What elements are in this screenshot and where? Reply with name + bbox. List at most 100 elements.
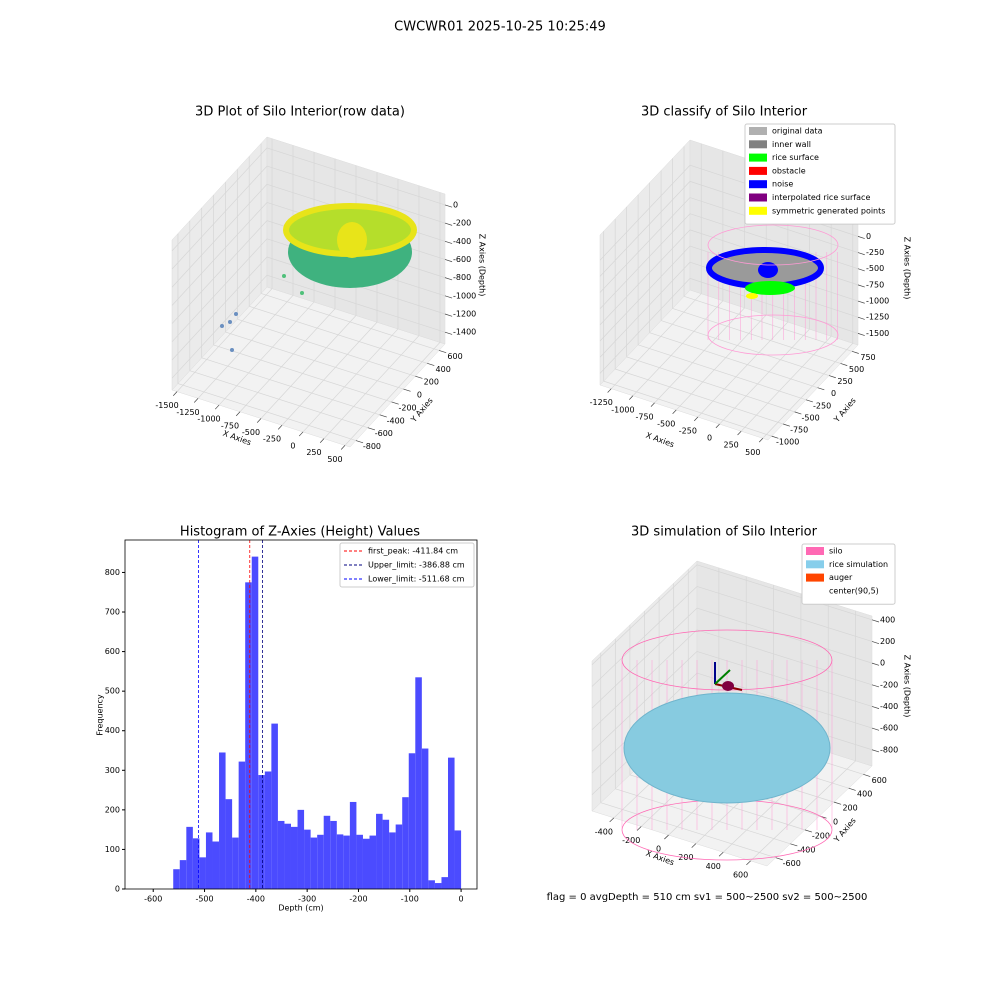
tick-mark [444,313,453,317]
tick-label: -750 [635,412,653,421]
tick-mark [319,438,325,444]
tick-mark [172,391,178,396]
grid-line [615,368,784,425]
histogram-bar [362,838,370,889]
tick-mark [783,423,790,427]
tick-label: 500 [745,448,760,457]
tick-label: -600 [880,724,898,733]
tick-label: 400 [857,790,872,799]
histogram-bar [192,838,200,889]
grid-line [171,202,268,306]
grid-line [599,197,691,293]
tick-mark [277,424,283,430]
tick-label: -750 [790,426,808,435]
tick-label: -400 [387,416,405,425]
tick-label: -500 [242,428,260,437]
grid-line [281,321,378,426]
histogram-bar [441,877,449,889]
legend-label: first_peak: -411.84 cm [368,547,458,556]
plot-frame [124,539,478,890]
grid-line [615,788,791,845]
axis-label: X Axies [645,431,676,450]
tick-mark [444,222,453,226]
tick-mark [444,331,453,335]
subplot-title: 3D Plot of Silo Interior(row data) [195,105,405,120]
grid-line [171,274,268,379]
tick-label: 750 [860,353,875,362]
histogram-bar [245,582,252,889]
tick-label: -200 [398,403,416,412]
histogram-bar [277,820,285,889]
grid-line [626,356,795,413]
tick-label: 0 [866,232,871,241]
tick-label: -800 [880,745,898,754]
tick-label: -1000 [611,405,634,414]
tick-mark [833,801,842,805]
x-tick-label: 0 [459,895,464,904]
tick-mark [427,362,435,366]
grid-line [189,370,368,429]
tick-label: -1400 [453,328,476,337]
tick-label: 200 [842,804,857,813]
axis-label: Z Axies (Depth) [903,655,912,718]
tick-mark [871,662,880,666]
legend-swatch [749,140,767,149]
legend-label: obstacle [772,166,806,175]
y-tick-label: 700 [105,608,120,617]
tick-label: 0 [290,441,295,450]
y-axis-label: Frequency [96,694,105,736]
x-tick-label: -500 [195,895,213,904]
histogram-bar [297,809,305,889]
histogram-bar [205,832,213,889]
tick-label: -250 [263,435,281,444]
tick-label: -500 [657,419,675,428]
tick-label: 600 [872,776,887,785]
tick-mark [235,411,241,417]
point-cloud [745,281,795,295]
tick-mark [746,860,751,866]
tick-mark [737,430,742,436]
tick-label: 0 [656,845,661,854]
grid-line [591,586,698,687]
point-cloud [220,324,224,328]
tick-mark [650,402,655,407]
grid-line [683,295,853,352]
grid-line [638,344,807,401]
histogram-bar [408,753,416,889]
tick-mark [871,749,880,753]
tick-mark [609,817,615,823]
tick-mark [857,236,865,239]
tick-label: 0 [707,434,712,443]
tick-label: -600 [783,859,801,868]
subplot-title: 3D simulation of Silo Interior [631,525,818,540]
grid-line [696,607,873,664]
grid-line [237,318,416,377]
legend-label: rice surface [772,153,819,162]
grid-line [689,213,859,270]
tick-label: -1000 [776,438,799,447]
grid-line [171,238,268,343]
tick-label: -1000 [197,415,220,424]
histogram-bar [389,832,396,889]
grid-line [213,344,392,403]
histogram-bar [186,826,193,889]
histogram-bar [448,757,455,889]
tick-mark [715,423,720,429]
grid-line [176,288,273,392]
axis-label: Y Axies [832,396,858,425]
wireframe [707,224,839,266]
tick-label: -1250 [176,408,199,417]
legend-label: Upper_limit: -386.88 cm [368,561,465,570]
histogram-bar [310,837,318,889]
tick-mark [871,727,880,731]
tick-mark [848,787,856,791]
tick-label: 400 [436,365,451,374]
point-cloud [337,222,367,258]
tick-mark [256,418,262,423]
grid-line [599,181,691,277]
tick-mark [379,414,387,418]
histogram-bar [258,775,265,889]
tick-label: 250 [837,377,852,386]
histogram-bar [264,771,272,889]
legend-swatch [749,166,767,175]
